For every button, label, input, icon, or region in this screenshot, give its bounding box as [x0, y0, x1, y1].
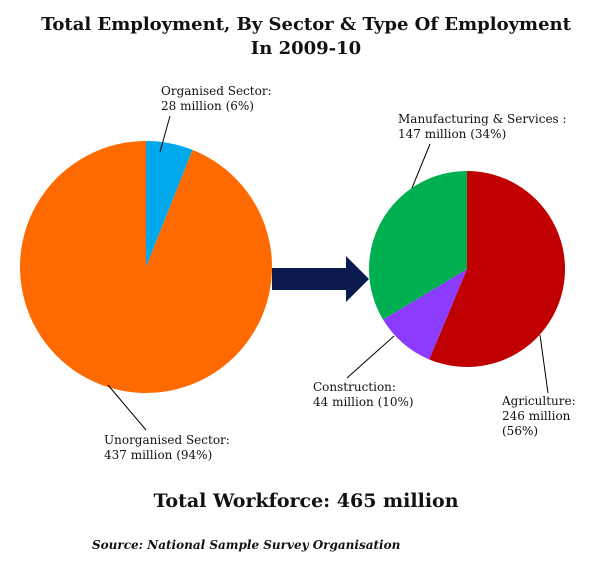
arrow-shape — [272, 256, 369, 302]
unorganised-sector-value: 437 million (94%) — [104, 448, 213, 462]
total-workforce: Total Workforce: 465 million — [153, 490, 459, 512]
manufacturing-services-value: 147 million (34%) — [398, 127, 507, 141]
manufacturing-services-label: Manufacturing & Services : — [398, 112, 567, 126]
manufacturing-leader-line — [411, 143, 431, 189]
source-note: Source: National Sample Survey Organisat… — [92, 538, 401, 552]
chart-title-line-2: In 2009-10 — [250, 38, 362, 59]
construction-value: 44 million (10%) — [313, 395, 414, 409]
right-pie-slice-construction — [383, 269, 467, 360]
unorganised-leader-line — [107, 384, 147, 431]
right-pie-slice-manufacturing-services — [369, 171, 467, 320]
agriculture-value: 246 million — [502, 409, 571, 423]
construction-leader-line — [346, 335, 395, 379]
left-pie-slice-organised-sector — [146, 141, 193, 267]
organised-sector-value: 28 million (6%) — [161, 99, 254, 113]
organised-leader-line — [159, 115, 171, 153]
left-pie-slice-unorganised-sector — [19, 141, 272, 393]
agriculture-percent: (56%) — [502, 424, 539, 438]
agriculture-leader-line — [539, 334, 549, 394]
construction-label: Construction: — [313, 380, 396, 394]
organised-sector-label: Organised Sector: — [161, 84, 272, 98]
unorganised-sector-label: Unorganised Sector: — [104, 433, 230, 447]
chart-title-line-1: Total Employment, By Sector & Type Of Em… — [41, 14, 571, 35]
agriculture-label: Agriculture: — [502, 394, 576, 408]
right-pie-slice-agriculture — [429, 171, 566, 367]
